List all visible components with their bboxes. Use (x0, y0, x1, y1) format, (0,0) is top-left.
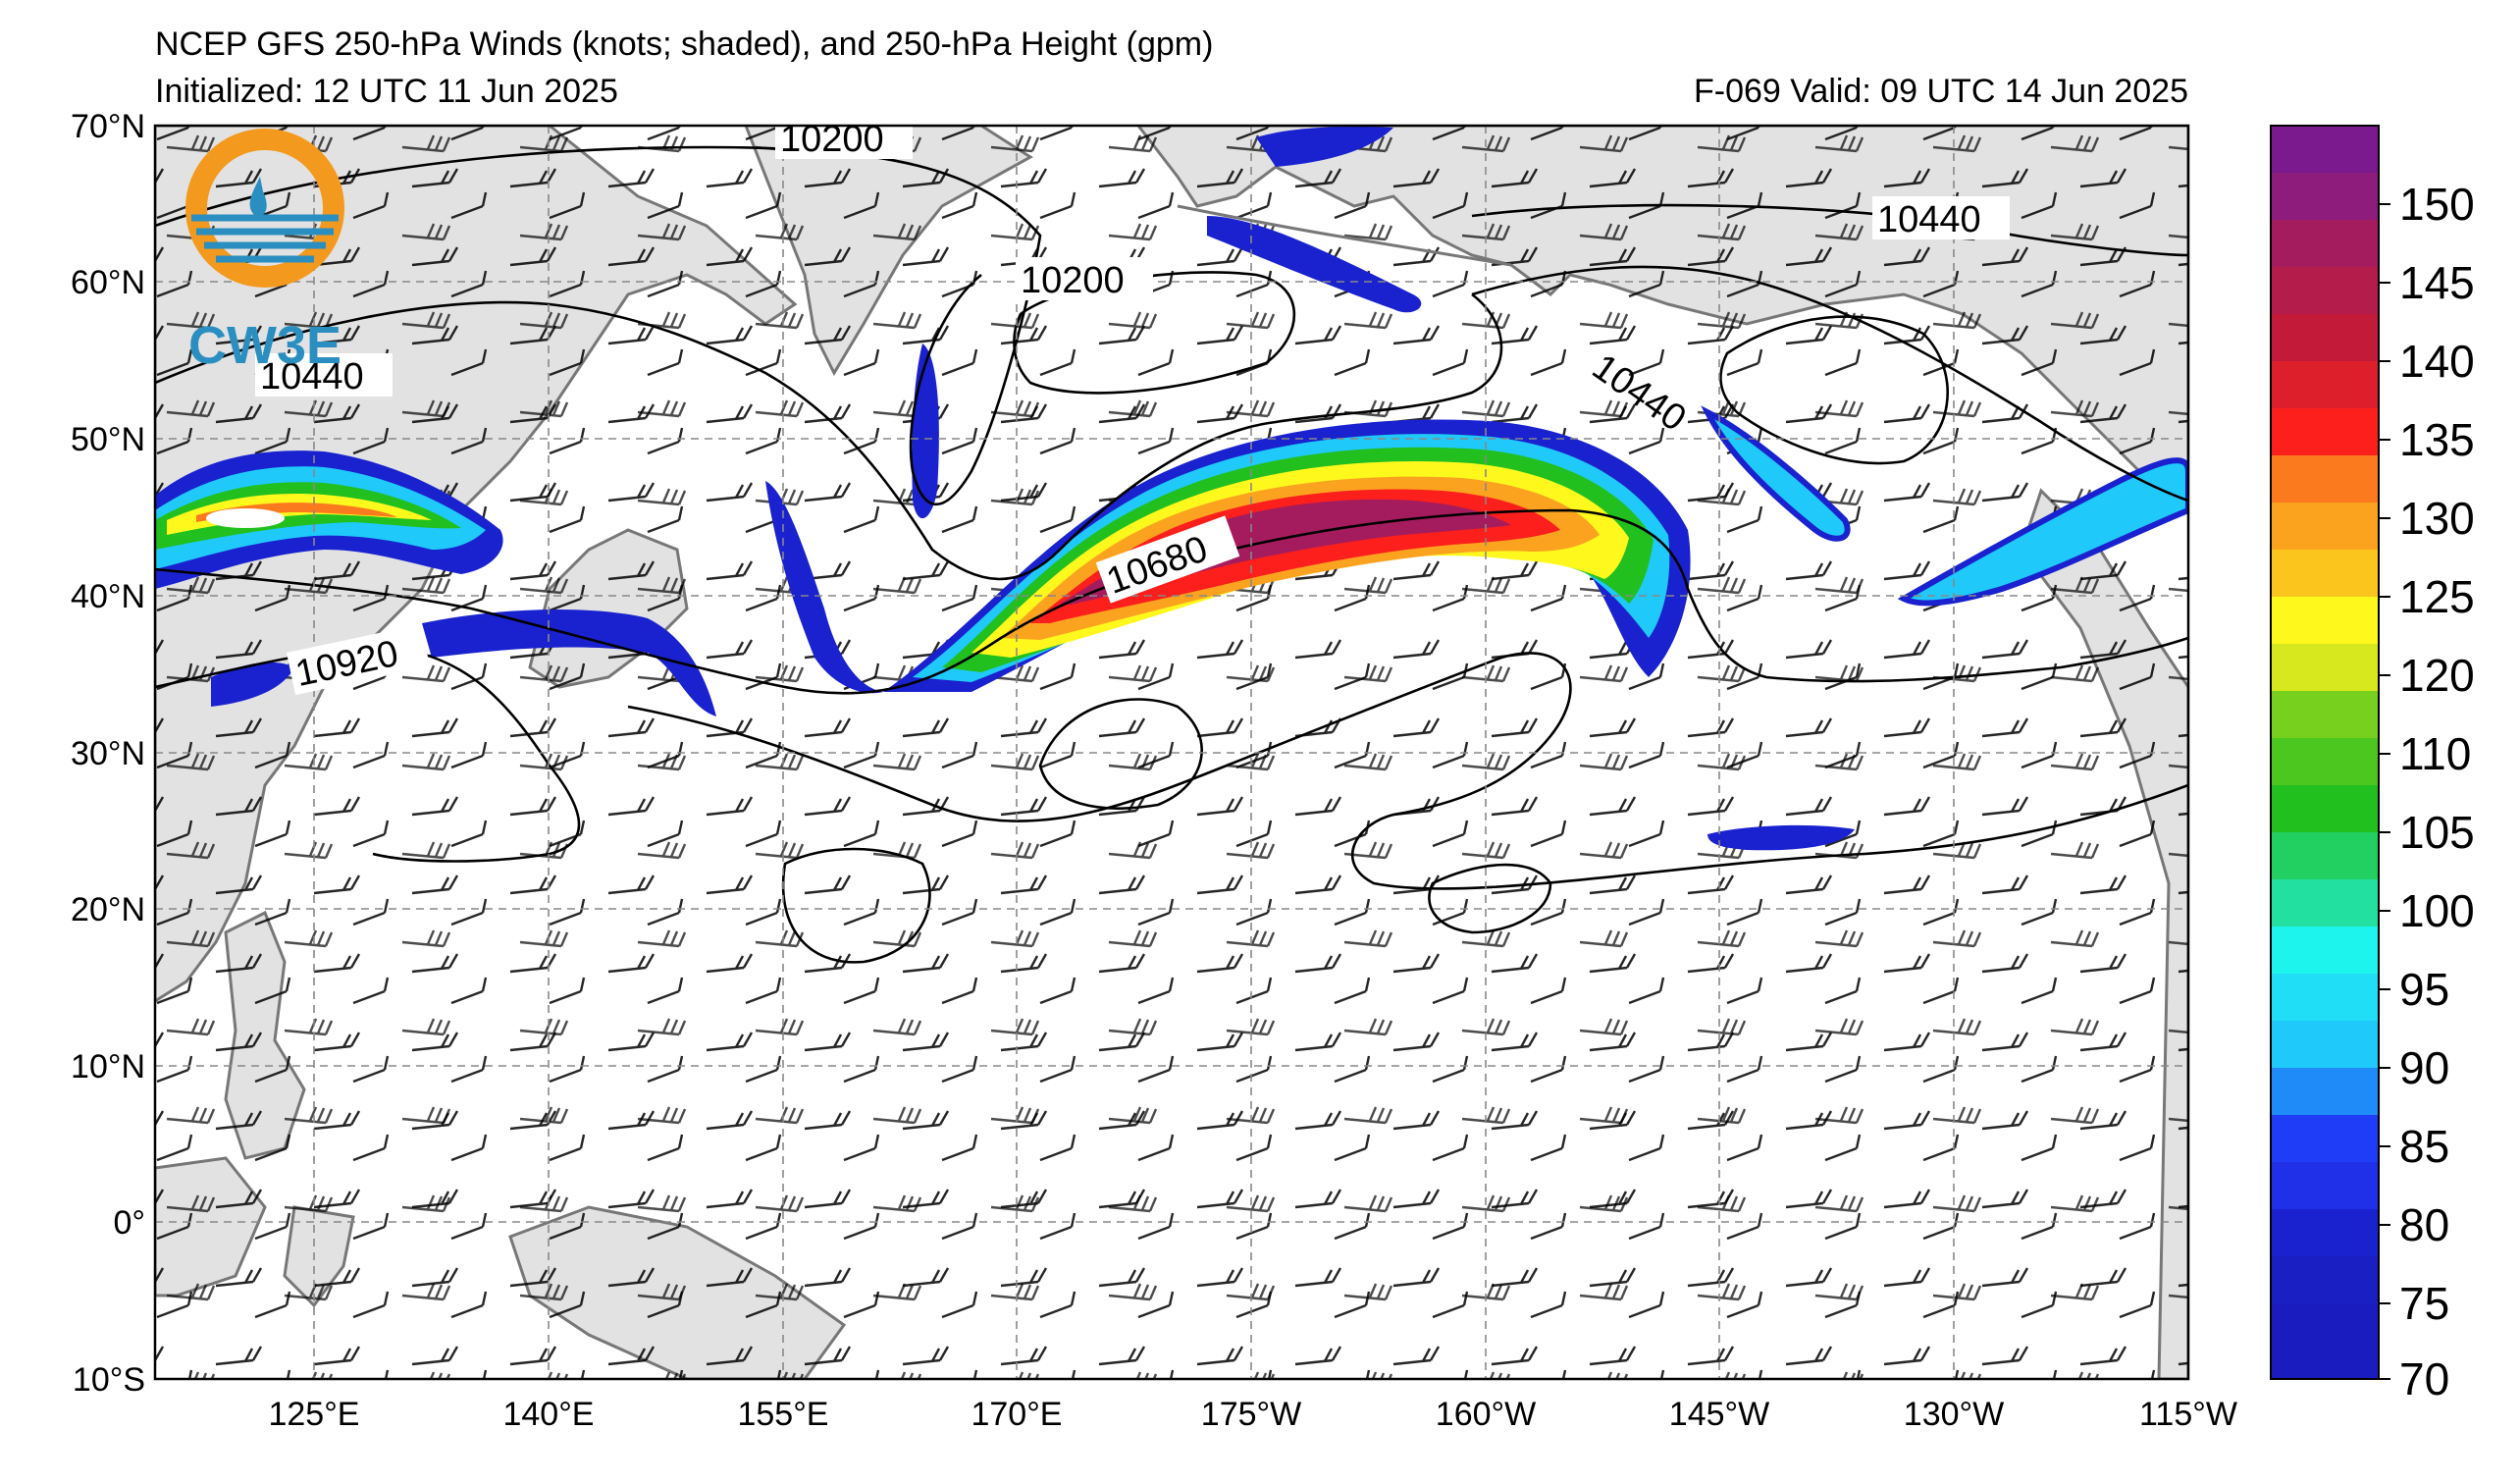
svg-text:60°N: 60°N (71, 264, 145, 301)
contour-label: 10440 (1877, 199, 1981, 240)
svg-text:10°S: 10°S (73, 1361, 145, 1399)
svg-text:140: 140 (2399, 336, 2475, 387)
svg-text:10°N: 10°N (71, 1048, 145, 1086)
svg-text:175°W: 175°W (1201, 1396, 1301, 1433)
contour-label: 10440 (260, 356, 364, 397)
svg-text:30°N: 30°N (71, 735, 145, 772)
colorbar-labels: 150 145 140 135 130 125 120 110 105 100 … (2379, 179, 2475, 1404)
initialized-time: Initialized: 12 UTC 11 Jun 2025 (155, 73, 618, 110)
longitude-labels: 125°E 140°E 155°E 170°E 175°W 160°W 145°… (268, 1396, 2236, 1433)
contour-10680 (155, 508, 2188, 695)
contour-10440-low (1719, 315, 1949, 465)
svg-text:105: 105 (2399, 807, 2475, 858)
svg-text:50°N: 50°N (71, 421, 145, 458)
svg-text:40°N: 40°N (71, 578, 145, 615)
jet-gulf-alaska (1701, 405, 1851, 542)
logo-text: CW3E (188, 316, 341, 375)
svg-text:160°W: 160°W (1436, 1396, 1536, 1433)
colorbar (2270, 125, 2380, 1380)
jet-northeast (1897, 457, 2188, 607)
map-area: 10200 10200 10440 10440 10440 10680 1092… (155, 119, 2188, 1379)
contour-11000-east (1428, 863, 1552, 934)
svg-text:75: 75 (2399, 1278, 2449, 1329)
contour-10920-loop (1038, 698, 1203, 810)
jet-west (155, 450, 716, 716)
svg-text:20°N: 20°N (71, 891, 145, 928)
jet-north-2 (765, 481, 883, 694)
cw3e-logo-icon: CW3E (185, 129, 344, 375)
svg-text:0°: 0° (113, 1204, 145, 1242)
svg-text:70: 70 (2399, 1353, 2449, 1404)
svg-text:135: 135 (2399, 414, 2475, 465)
svg-text:125°E: 125°E (268, 1396, 359, 1433)
svg-text:140°E: 140°E (502, 1396, 594, 1433)
svg-text:130: 130 (2399, 493, 2475, 544)
svg-text:125: 125 (2399, 571, 2475, 622)
svg-text:85: 85 (2399, 1121, 2449, 1172)
svg-text:145: 145 (2399, 257, 2475, 308)
valid-time: F-069 Valid: 09 UTC 14 Jun 2025 (1694, 73, 2188, 110)
svg-text:120: 120 (2399, 650, 2475, 701)
jet-arctic-1 (1256, 127, 1393, 167)
contour-label: 10200 (780, 119, 884, 160)
svg-text:145°W: 145°W (1669, 1396, 1769, 1433)
svg-text:130°W: 130°W (1904, 1396, 2004, 1433)
latitude-labels: 70°N 60°N 50°N 40°N 30°N 20°N 10°N 0° 10… (71, 108, 145, 1399)
svg-text:150: 150 (2399, 179, 2475, 230)
contour-10440-north (155, 292, 1503, 581)
contour-11000-south (781, 847, 931, 964)
svg-text:95: 95 (2399, 964, 2449, 1015)
contour-10440-east (1471, 265, 2188, 503)
map-title: NCEP GFS 250-hPa Winds (knots; shaded), … (155, 26, 1213, 63)
contour-10200-north (155, 145, 1042, 506)
contour-10920-east (627, 652, 2188, 890)
svg-text:155°E: 155°E (737, 1396, 828, 1433)
svg-text:170°E: 170°E (971, 1396, 1062, 1433)
svg-text:100: 100 (2399, 885, 2475, 936)
svg-text:80: 80 (2399, 1199, 2449, 1250)
svg-text:90: 90 (2399, 1042, 2449, 1093)
jet-subtropical (1707, 824, 1855, 851)
aleutian-islands (1177, 204, 1512, 267)
svg-text:110: 110 (2399, 728, 2471, 779)
svg-text:115°W: 115°W (2139, 1396, 2237, 1433)
map-border (153, 124, 2190, 1381)
svg-text:70°N: 70°N (71, 108, 145, 145)
graticule (155, 126, 2188, 1379)
jet-arctic-2 (1207, 216, 1422, 313)
contour-label: 10200 (1021, 260, 1125, 301)
